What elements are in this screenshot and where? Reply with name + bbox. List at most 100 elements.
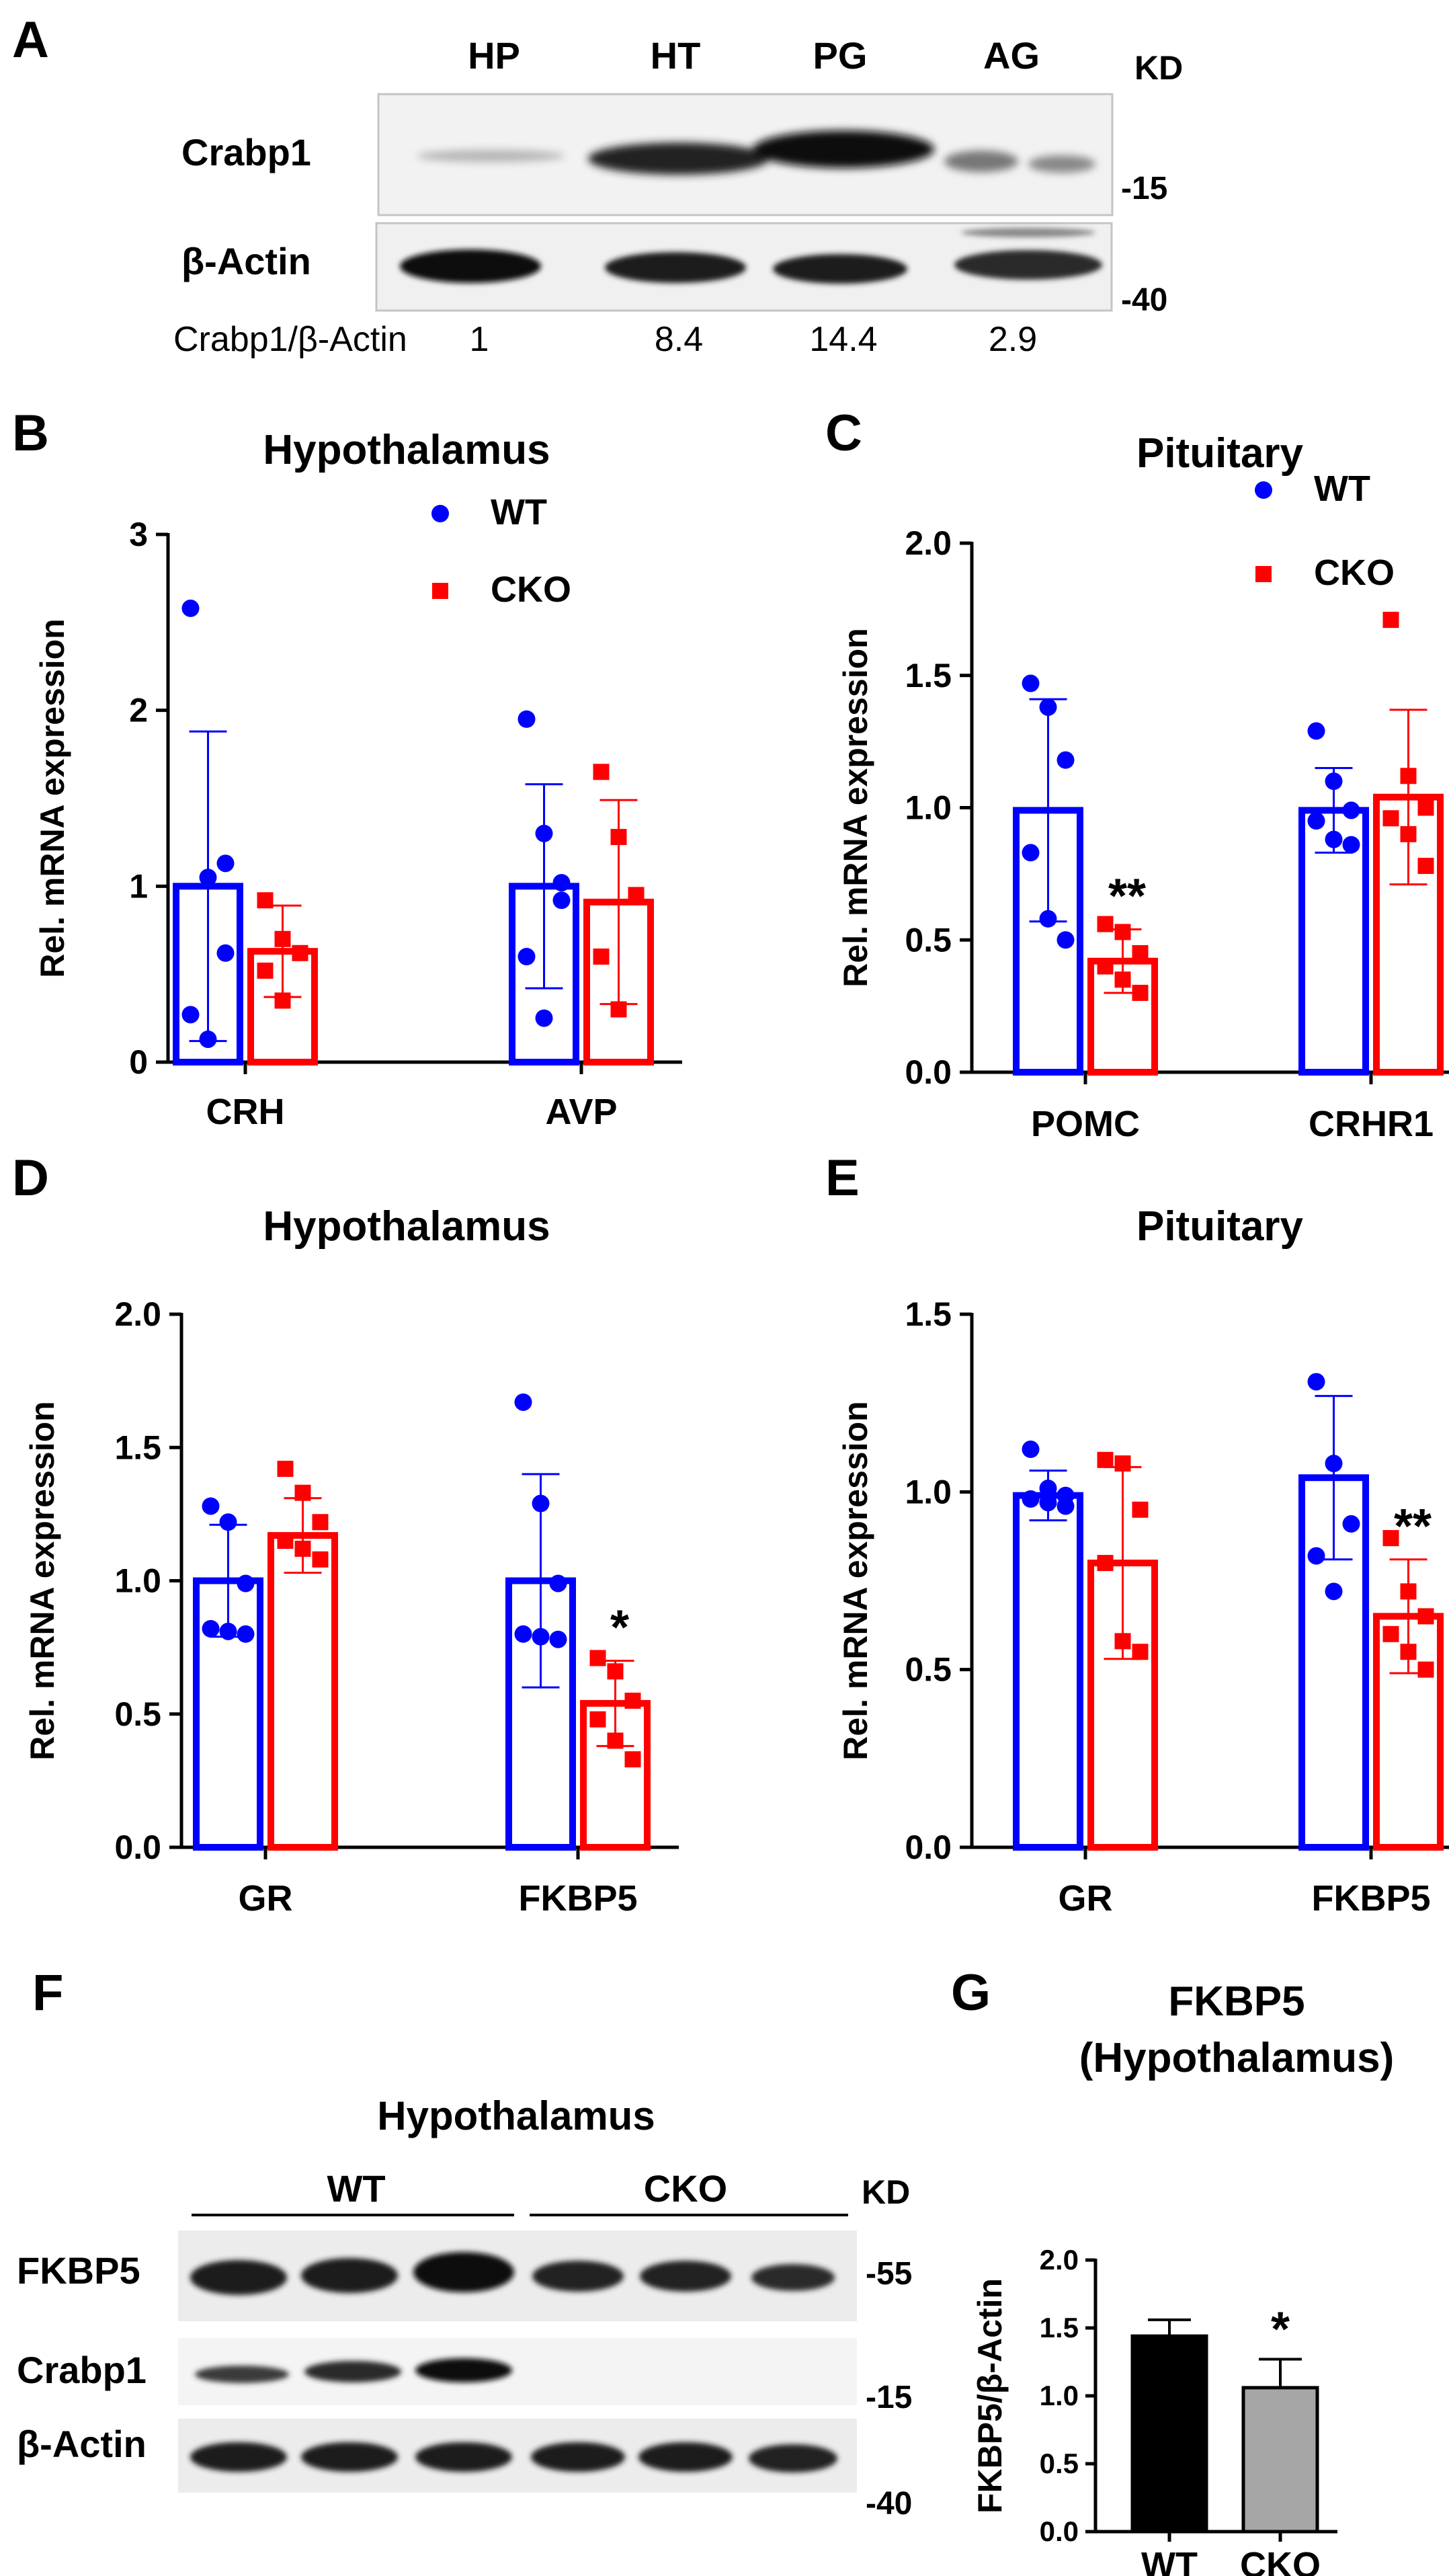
bands-f-crabp1 bbox=[195, 2358, 512, 2383]
y-tick-label: 0.0 bbox=[905, 1828, 952, 1866]
data-point-wt bbox=[1039, 698, 1057, 716]
data-point-cko bbox=[312, 1514, 329, 1531]
data-point-wt bbox=[202, 1619, 220, 1638]
data-point-wt bbox=[199, 869, 217, 887]
data-point-wt bbox=[518, 948, 536, 965]
x-category-label: CRHR1 bbox=[1309, 1104, 1434, 1144]
band-f-fkbp5-cko1 bbox=[532, 2261, 624, 2292]
y-tick-label: 1 bbox=[129, 867, 148, 905]
band-a-crabp1-ag-1 bbox=[944, 151, 1018, 172]
data-point-wt bbox=[1307, 1373, 1325, 1391]
legend-marker-wt bbox=[431, 505, 449, 522]
data-point-cko bbox=[274, 930, 291, 947]
data-point-wt bbox=[549, 1630, 567, 1648]
y-tick-label: 1.0 bbox=[905, 1473, 952, 1511]
y-tick-label: 1.5 bbox=[114, 1428, 161, 1466]
data-point-wt bbox=[1022, 1490, 1040, 1508]
data-point-wt bbox=[1325, 772, 1343, 791]
bands-a-crabp1 bbox=[417, 130, 1095, 175]
y-tick-label: 0.5 bbox=[114, 1695, 161, 1733]
data-point-cko bbox=[1382, 810, 1399, 827]
panel-c: C Pituitary Rel. mRNA expression 0.0 0.5 1.0 1… bbox=[825, 405, 1449, 1144]
chart-title: Pituitary bbox=[1136, 1203, 1304, 1250]
x-category-label: GR bbox=[1059, 1878, 1113, 1919]
marker-f-40: -40 bbox=[866, 2486, 912, 2522]
marker-a-15: -15 bbox=[1121, 171, 1167, 206]
data-point-cko bbox=[1400, 826, 1417, 842]
data-point-wt bbox=[1342, 1515, 1360, 1533]
data-point-cko bbox=[1132, 944, 1149, 961]
blot-f-fkbp5 bbox=[178, 2230, 857, 2321]
band-a-actin-ag bbox=[954, 250, 1102, 280]
ratio-label: Crabp1/β-Actin bbox=[173, 320, 407, 359]
data-point-wt bbox=[1307, 1547, 1325, 1565]
data-point-cko bbox=[624, 1692, 641, 1709]
bar-cko bbox=[267, 1532, 338, 1851]
bar-wt bbox=[1130, 2334, 1208, 2534]
band-f-crabp1-wt3 bbox=[415, 2358, 512, 2382]
y-tick-label: 3 bbox=[129, 516, 148, 553]
data-point-cko bbox=[1114, 1633, 1131, 1650]
significance-marker: * bbox=[1271, 2302, 1290, 2356]
data-point-wt bbox=[1057, 931, 1075, 949]
data-point-cko bbox=[1382, 612, 1399, 629]
y-tick-label: 0.5 bbox=[905, 1651, 952, 1689]
band-a-crabp1-hp bbox=[417, 150, 565, 162]
panel-f-letter: F bbox=[32, 1964, 63, 2021]
panel-letter: C bbox=[825, 405, 862, 462]
y-axis-label: Rel. mRNA expression bbox=[837, 1401, 874, 1760]
data-point-cko bbox=[257, 962, 274, 979]
panel-a-row-crabp1: Crabp1 bbox=[181, 131, 311, 173]
panel-f-row-actin: β-Actin bbox=[17, 2423, 147, 2465]
data-point-cko bbox=[1417, 799, 1434, 816]
panel-f-group-wt: WT bbox=[327, 2167, 385, 2210]
legend-label-wt: WT bbox=[491, 492, 547, 532]
data-point-cko bbox=[292, 944, 308, 961]
ratio-ag: 2.9 bbox=[989, 320, 1037, 359]
x-category-label: CKO bbox=[1240, 2545, 1321, 2576]
bands-f-actin bbox=[190, 2442, 837, 2472]
data-point-wt bbox=[535, 1009, 553, 1027]
y-tick-label: 1.0 bbox=[1040, 2380, 1079, 2411]
band-f-actin-cko2 bbox=[638, 2442, 733, 2472]
band-a-actin-ag-upper bbox=[961, 228, 1095, 237]
data-point-cko bbox=[589, 1711, 606, 1728]
marker-f-55: -55 bbox=[866, 2256, 912, 2292]
panel-letter: G bbox=[951, 1964, 991, 2021]
y-tick-label: 2.0 bbox=[114, 1295, 161, 1333]
data-point-wt bbox=[1342, 801, 1360, 819]
data-point-cko bbox=[610, 1001, 627, 1018]
panel-f-title: Hypothalamus bbox=[377, 2093, 655, 2138]
band-f-actin-wt3 bbox=[415, 2442, 512, 2472]
data-point-cko bbox=[1382, 1530, 1399, 1547]
panel-a-lane-labels: HP HT PG AG bbox=[468, 34, 1040, 77]
data-point-cko bbox=[1132, 984, 1149, 1001]
y-tick-label: 1.0 bbox=[114, 1562, 161, 1600]
data-point-wt bbox=[1022, 1440, 1040, 1458]
band-f-fkbp5-cko3 bbox=[751, 2264, 835, 2291]
data-point-wt bbox=[1022, 844, 1040, 862]
band-f-actin-wt2 bbox=[301, 2442, 398, 2472]
ratio-pg: 14.4 bbox=[809, 320, 877, 359]
data-point-cko bbox=[1400, 1644, 1417, 1660]
data-point-wt bbox=[535, 824, 553, 842]
panel-f-row-fkbp5: FKBP5 bbox=[17, 2249, 140, 2292]
data-point-cko bbox=[1132, 1644, 1149, 1660]
data-point-cko bbox=[1114, 1455, 1131, 1472]
band-a-crabp1-ht bbox=[588, 143, 770, 175]
panel-a: A HP HT PG AG KD Crabp1 β-Actin -15 bbox=[12, 11, 1183, 359]
panel-f-group-cko: CKO bbox=[644, 2167, 727, 2210]
significance-marker: ** bbox=[1394, 1500, 1432, 1554]
data-point-cko bbox=[1132, 1501, 1149, 1518]
data-point-wt bbox=[514, 1393, 532, 1411]
band-a-actin-pg bbox=[773, 254, 907, 284]
y-tick-label: 1.0 bbox=[905, 789, 952, 827]
data-point-cko bbox=[610, 829, 627, 846]
y-tick-label: 0.0 bbox=[1040, 2515, 1079, 2547]
legend-marker-wt bbox=[1255, 481, 1272, 499]
blot-f-actin bbox=[178, 2419, 857, 2493]
data-point-cko bbox=[274, 992, 291, 1009]
data-point-wt bbox=[1325, 1455, 1343, 1473]
data-point-cko bbox=[1417, 1608, 1434, 1625]
